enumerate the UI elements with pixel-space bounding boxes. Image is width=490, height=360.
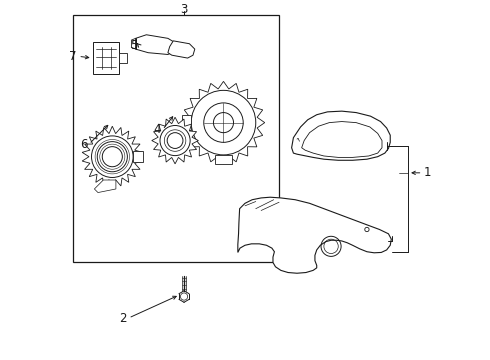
- Text: 6: 6: [80, 138, 87, 150]
- Polygon shape: [93, 42, 120, 74]
- Polygon shape: [168, 41, 195, 58]
- Polygon shape: [82, 126, 143, 187]
- Bar: [73, 15, 279, 262]
- Text: 3: 3: [180, 3, 188, 16]
- Polygon shape: [182, 116, 191, 130]
- Polygon shape: [136, 35, 177, 54]
- Polygon shape: [133, 151, 143, 162]
- Text: 4: 4: [153, 123, 161, 136]
- Polygon shape: [120, 53, 126, 63]
- Text: 7: 7: [69, 50, 76, 63]
- Text: 2: 2: [119, 311, 126, 325]
- Polygon shape: [182, 81, 265, 164]
- Text: 5: 5: [130, 39, 137, 52]
- Polygon shape: [238, 197, 392, 273]
- Polygon shape: [95, 180, 116, 193]
- Polygon shape: [215, 155, 232, 164]
- Text: 1: 1: [423, 166, 431, 179]
- Polygon shape: [292, 111, 390, 160]
- Polygon shape: [152, 117, 198, 164]
